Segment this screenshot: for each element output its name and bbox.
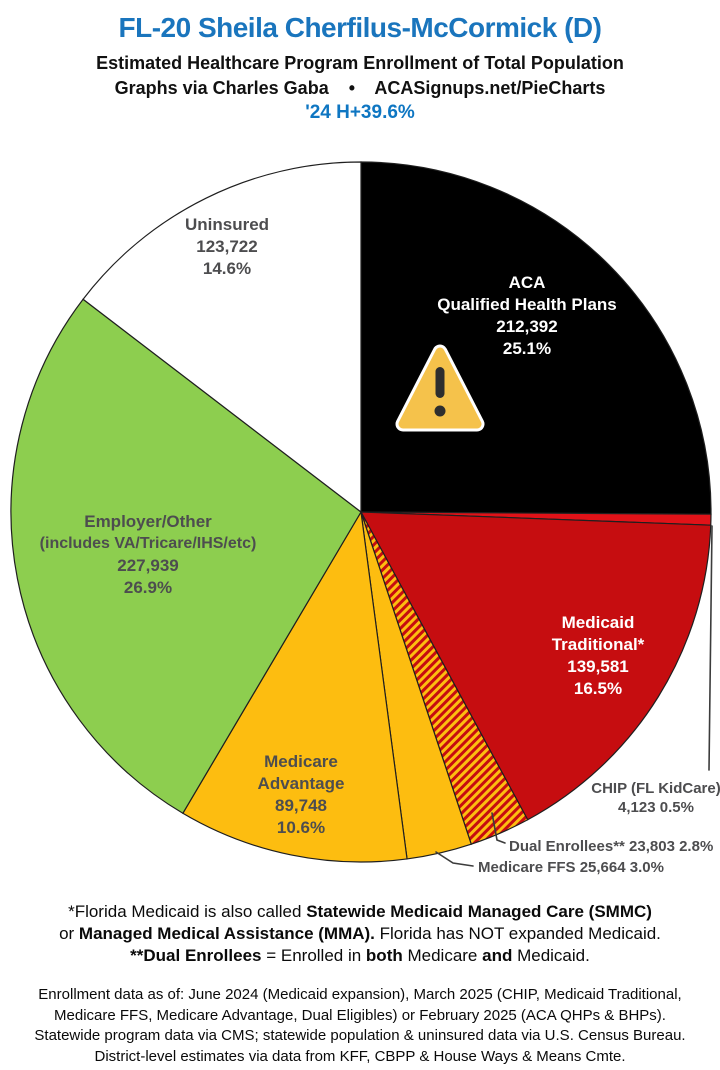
dual-leader-line — [491, 812, 506, 844]
footer-line: District-level estimates via data from K… — [94, 1047, 626, 1065]
label-medicaid: Medicaid Traditional* 139,581 16.5% — [551, 613, 645, 698]
footer-line: Statewide program data via CMS; statewid… — [34, 1027, 686, 1044]
pie-slice-uninsured — [82, 161, 362, 514]
label-chip: CHIP (FL KidCare) 4,123 0.5% — [591, 780, 720, 816]
footnotes: *Florida Medicaid is also called Statewi… — [0, 901, 720, 967]
label-employer: Employer/Other (includes VA/Tricare/IHS/… — [39, 512, 257, 597]
footnote-line-1: *Florida Medicaid is also called Statewi… — [68, 902, 652, 921]
footnote-line-3: **Dual Enrollees = Enrolled in both Medi… — [130, 946, 590, 965]
label-dual-enrollees: Dual Enrollees** 23,803 2.8% — [509, 838, 714, 855]
page-title: FL-20 Sheila Cherfilus-McCormick (D) — [118, 12, 602, 43]
subtitle: Estimated Healthcare Program Enrollment … — [96, 53, 624, 73]
label-uninsured: Uninsured 123,722 14.6% — [184, 215, 270, 278]
data-source-footer: Enrollment data as of: June 2024 (Medica… — [0, 985, 720, 1067]
footnote-line-2: or Managed Medical Assistance (MMA). Flo… — [59, 924, 661, 943]
footer-line: Enrollment data as of: June 2024 (Medica… — [38, 986, 682, 1003]
label-medicare-ffs: Medicare FFS 25,664 3.0% — [478, 859, 664, 876]
pie-slice-advantage — [182, 510, 408, 863]
footer-line: Medicare FFS, Medicare Advantage, Dual E… — [54, 1006, 666, 1024]
label-medicare-advantage: Medicare Advantage 89,748 10.6% — [257, 752, 345, 837]
pie-slice-medicaid — [359, 511, 712, 821]
pie-slice-employer — [10, 298, 362, 815]
label-aca: ACA Qualified Health Plans 212,392 25.1% — [437, 273, 617, 358]
warning-icon — [395, 344, 485, 432]
ffs-leader-line — [435, 851, 474, 867]
attribution: Graphs via Charles Gaba • ACASignups.net… — [114, 78, 606, 98]
warning-exclamation-bar — [435, 367, 445, 398]
warning-exclamation-dot — [434, 405, 446, 417]
enrollment-change-stat: '24 H+39.6% — [305, 102, 415, 123]
chip-leader-line — [708, 525, 713, 771]
